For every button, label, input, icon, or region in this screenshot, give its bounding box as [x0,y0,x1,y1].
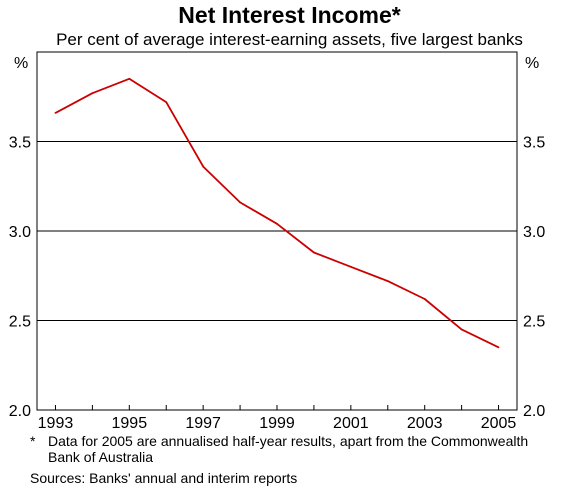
x-tick-label: 2003 [407,415,443,432]
y-tick-label-right: 2.0 [523,403,545,420]
data-point [128,77,131,80]
footnote-marker: * [30,433,36,449]
y-tick-label-left: 3.5 [9,135,31,152]
data-point [54,111,57,114]
series-line-0 [55,77,499,349]
footnote: * Data for 2005 are annualised half-year … [30,433,560,465]
x-tick-label: 1995 [112,415,148,432]
y-tick-label-right: 3.5 [523,135,545,152]
y-axis-unit-left: % [14,55,28,72]
data-point [91,92,94,95]
footnote-line-1: Data for 2005 are annualised half-year r… [48,433,529,449]
y-tick-label-right: 3.0 [523,224,545,241]
tick-marks [54,405,500,410]
x-tick-label: 2001 [333,415,369,432]
footnote-line-2: Bank of Australia [48,449,154,465]
y-tick-label-left: 2.0 [9,403,31,420]
data-point [165,101,168,104]
data-point [202,165,205,168]
series-layer [54,77,500,349]
y-tick-label-left: 3.0 [9,224,31,241]
tick-labels: 2.0 2.0 2.5 2.5 3.0 3.0 3.5 3.5% % 1993 1995 1997 19… [9,55,546,432]
x-tick-label: 1993 [38,415,74,432]
data-point [239,201,241,204]
y-tick-label-right: 2.5 [523,314,545,331]
gridlines [37,141,517,321]
x-tick-label: 1999 [259,415,295,432]
data-point [276,222,278,225]
data-point [386,280,389,283]
data-point [313,251,315,254]
data-point [497,346,500,349]
chart-subtitle: Per cent of average interest-earning ass… [56,30,523,49]
x-tick-label: 1997 [185,415,221,432]
x-tick-label: 2005 [481,415,517,432]
y-axis-unit-right: % [525,55,539,72]
data-point [460,328,463,331]
data-point [423,298,426,300]
data-point [349,265,352,268]
chart-title: Net Interest Income* [178,2,401,28]
sources-note: Sources: Banks' annual and interim repor… [30,470,298,486]
y-tick-label-left: 2.5 [9,314,31,331]
